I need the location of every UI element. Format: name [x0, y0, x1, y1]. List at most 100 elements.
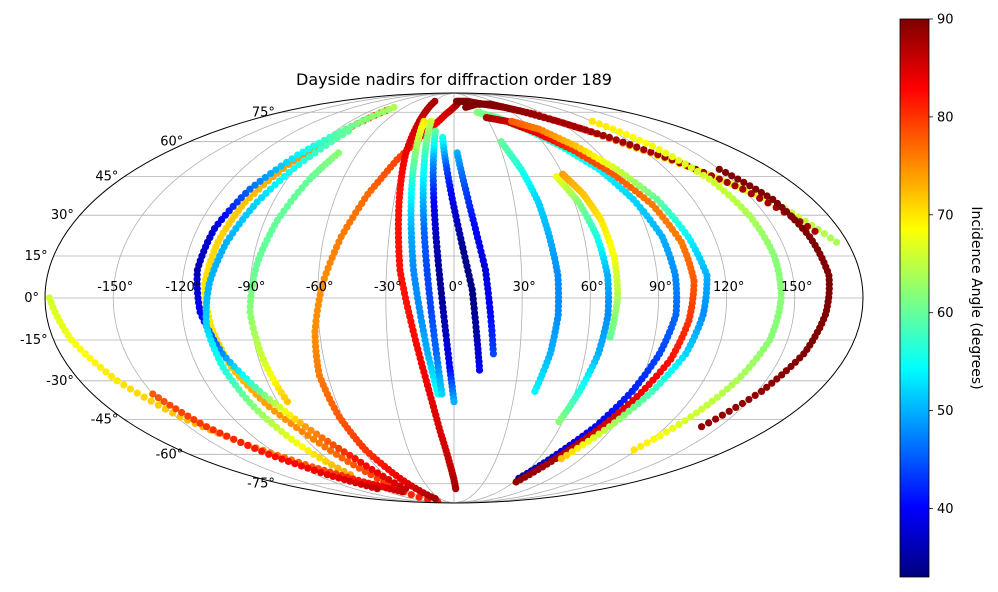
data-point: [362, 462, 370, 470]
data-point: [268, 419, 276, 428]
longitude-tick-label: -60°: [306, 280, 334, 295]
longitude-gridline: [112, 93, 455, 503]
data-point: [725, 407, 733, 415]
data-point: [327, 138, 336, 146]
data-point: [385, 105, 393, 113]
data-point: [827, 234, 835, 242]
latitude-tick-label: -45°: [91, 412, 119, 427]
data-point: [675, 156, 683, 164]
data-point: [329, 441, 337, 449]
data-point: [339, 131, 347, 139]
data-point: [557, 455, 565, 463]
colorbar-label: Incidence Angle (degrees): [968, 206, 984, 389]
data-point: [751, 391, 759, 399]
data-point: [315, 139, 323, 147]
data-point: [352, 479, 360, 487]
data-point: [662, 149, 670, 157]
data-point: [346, 477, 354, 485]
data-point: [763, 383, 771, 391]
data-point: [732, 403, 740, 411]
longitude-tick-labels: -150° -120° -90° -60° -30° 0° 30° 60° 90° 120° 150…: [97, 280, 812, 295]
data-point: [675, 420, 683, 429]
data-point: [728, 381, 736, 389]
data-point: [593, 130, 602, 138]
data-point: [619, 138, 627, 146]
data-point: [363, 482, 371, 490]
latitude-tick-label: -15°: [20, 333, 48, 348]
data-point: [756, 194, 764, 202]
data-point: [407, 491, 415, 499]
data-point: [246, 303, 254, 311]
data-point: [385, 476, 393, 484]
data-point: [276, 177, 284, 185]
colorbar-tick-label: 80: [937, 110, 954, 125]
data-point: [154, 394, 162, 402]
data-point: [722, 168, 730, 177]
data-point: [266, 185, 274, 193]
data-point: [703, 401, 711, 409]
data-point: [81, 350, 89, 358]
data-point: [133, 389, 141, 397]
data-point: [271, 453, 279, 461]
data-point: [322, 457, 330, 465]
data-point: [304, 447, 312, 455]
data-point: [715, 165, 723, 173]
longitude-tick-label: 0°: [449, 280, 464, 295]
data-point: [307, 426, 315, 434]
data-point: [718, 389, 727, 397]
data-point: [705, 419, 713, 427]
data-point: [246, 308, 254, 316]
data-point: [327, 447, 335, 455]
data-point: [757, 188, 766, 197]
data-point: [335, 474, 343, 482]
data-point: [734, 175, 742, 183]
data-points: [45, 97, 841, 503]
longitude-tick-label: 120°: [713, 280, 744, 295]
data-point: [415, 493, 423, 501]
data-point: [304, 464, 312, 472]
data-point: [612, 136, 620, 144]
data-point: [368, 465, 376, 474]
data-point: [338, 454, 346, 462]
data-point: [450, 398, 458, 406]
data-point: [276, 403, 284, 411]
data-point: [265, 403, 273, 411]
colorbar: [899, 18, 930, 578]
data-point: [746, 182, 754, 190]
data-point: [344, 127, 352, 135]
longitude-tick-label: 90°: [649, 280, 672, 295]
data-point: [246, 185, 254, 193]
data-point: [475, 366, 484, 374]
data-point: [687, 413, 695, 421]
data-point: [318, 434, 326, 442]
data-point: [723, 178, 731, 186]
latitude-tick-label: 15°: [25, 249, 48, 264]
data-point: [573, 444, 582, 452]
data-point: [610, 419, 619, 427]
data-point: [565, 121, 573, 129]
data-point: [298, 443, 306, 451]
data-point: [190, 416, 198, 424]
data-point: [258, 447, 266, 455]
colorbar-tick-label: 50: [937, 404, 954, 419]
data-point: [261, 173, 269, 182]
data-point: [172, 405, 180, 413]
data-point: [140, 393, 148, 401]
data-point: [281, 407, 289, 415]
data-point: [282, 431, 291, 439]
data-point: [266, 395, 274, 404]
data-point: [698, 405, 706, 413]
data-point: [599, 131, 608, 140]
data-point: [305, 153, 314, 161]
data-point: [333, 134, 341, 142]
data-point: [278, 455, 286, 463]
data-point: [291, 460, 299, 468]
longitude-tick-label: 150°: [781, 280, 812, 295]
longitude-gridline: [453, 93, 796, 503]
data-point: [379, 108, 387, 116]
data-point: [351, 455, 359, 463]
data-point: [248, 287, 256, 295]
data-point: [340, 448, 348, 456]
colorbar-tick-label: 60: [937, 306, 954, 321]
